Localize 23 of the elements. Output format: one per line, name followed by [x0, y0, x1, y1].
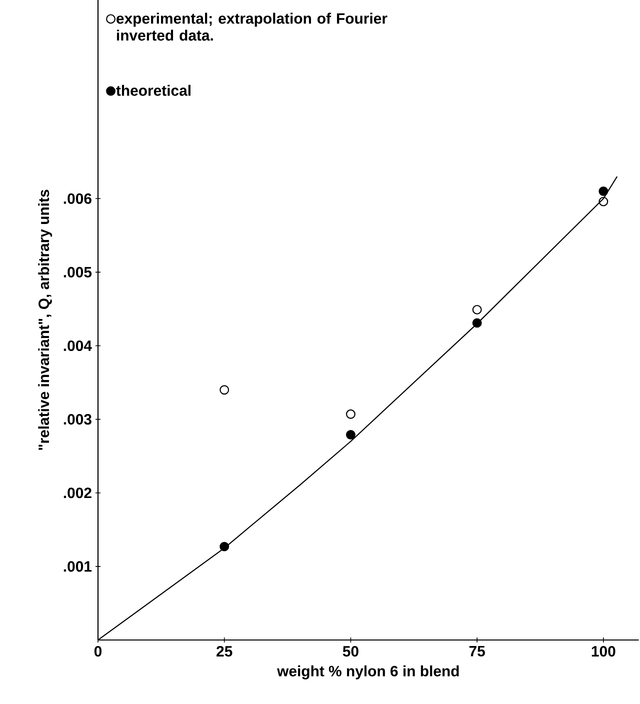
x-tick-label: 75 [469, 646, 485, 656]
x-tick-label: 100 [592, 646, 616, 657]
point [598, 196, 608, 206]
legend-label: theoretical [116, 84, 190, 96]
y-tick-label: .002 [64, 488, 92, 498]
y-tick-label: .001 [64, 561, 92, 572]
point [598, 186, 608, 196]
y-tick-label: .006 [64, 193, 92, 204]
y-axis-title: "relative invariant", Q, arbitrary units [38, 190, 52, 450]
point [346, 430, 356, 440]
point [220, 385, 230, 395]
y-tick-label: .003 [64, 414, 92, 425]
x-axis-title: weight % nylon 6 in blend [277, 665, 459, 680]
point [346, 409, 356, 419]
x-tick-label: 25 [216, 646, 232, 657]
legend-label: experimental; extrapolation of Fourier inverted data. [116, 12, 388, 41]
point [472, 304, 482, 314]
y-tick-label: .005 [64, 266, 92, 278]
point [220, 542, 230, 552]
x-tick-label: 0 [94, 646, 102, 657]
point [472, 318, 482, 328]
y-tick-label: .004 [64, 340, 92, 352]
x-tick-label: 50 [342, 646, 358, 657]
